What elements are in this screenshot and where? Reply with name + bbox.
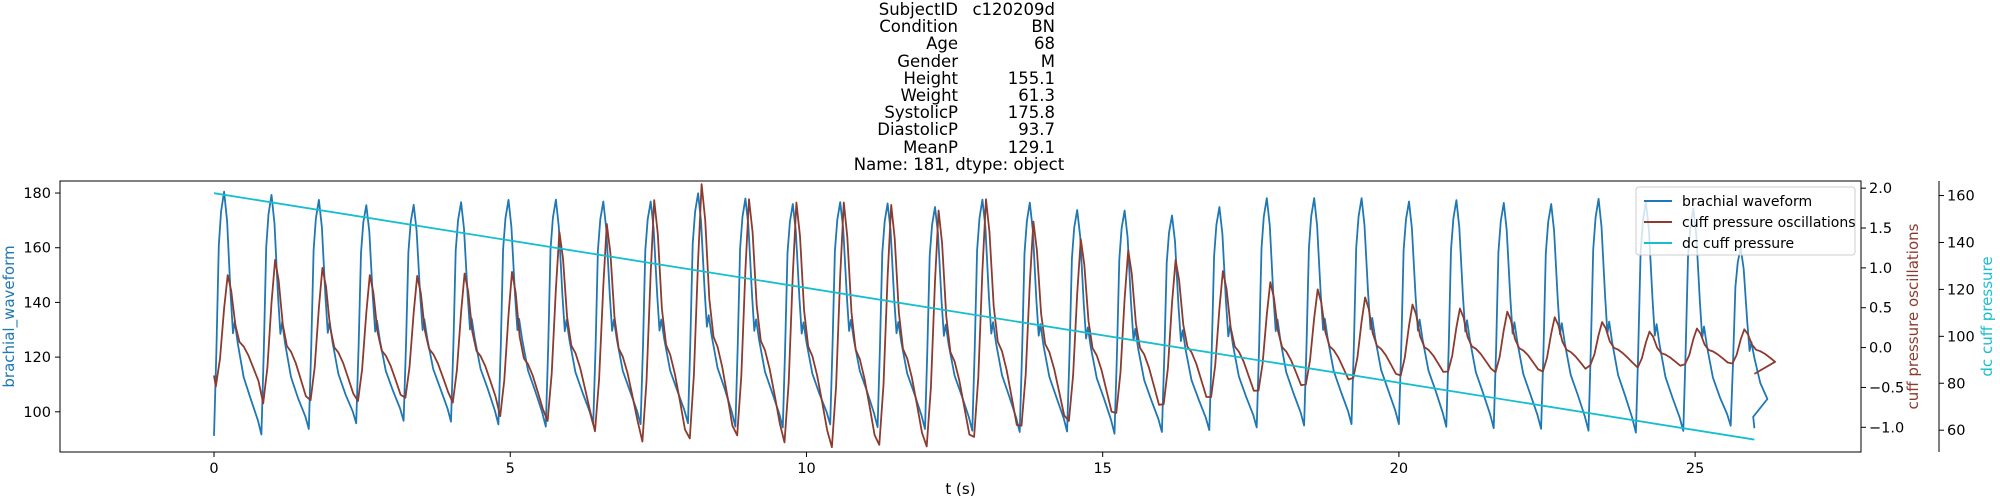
title-value: 175.8 (1007, 103, 1055, 123)
dc-cuff-tick-label: 140 (1947, 235, 1975, 251)
cuff-osc-tick-label: 1.5 (1869, 221, 1892, 237)
plot-frame (59, 180, 1862, 453)
cuff-osc-tick-label: −0.5 (1869, 380, 1904, 396)
title-value: 68 (1034, 34, 1055, 54)
legend: brachial waveform cuff pressure oscillati… (1635, 186, 1856, 256)
dc-cuff-tick-label: 100 (1947, 329, 1975, 345)
title-key: MeanP (903, 137, 958, 157)
series-layer (213, 183, 1776, 449)
title-key: Condition (879, 17, 958, 37)
title-value: 155.1 (1007, 68, 1055, 88)
dc-cuff-tick-label: 80 (1947, 376, 1965, 392)
x-tick-label: 5 (506, 461, 515, 477)
cuff-osc-tick-label: −1.0 (1869, 420, 1904, 436)
cuff-osc-tick-label: 0.5 (1869, 301, 1892, 317)
cuff-osc-tick-label: 0.0 (1869, 341, 1892, 357)
x-axis: 0 5 10 15 20 25 (209, 452, 1704, 477)
left-tick-label: 180 (23, 186, 51, 202)
y-axis-label-dc-cuff: dc cuff pressure (1978, 256, 1996, 376)
series-line-brachial-waveform (213, 190, 1769, 436)
title-value: 93.7 (1018, 120, 1055, 140)
legend-label: cuff pressure oscillations (1682, 215, 1856, 231)
y-axis-label-cuff-osc: cuff pressure oscillations (1904, 223, 1922, 409)
x-tick-label: 20 (1390, 461, 1408, 477)
title-value: c120209d (972, 0, 1055, 19)
dc-cuff-tick-label: 60 (1947, 423, 1965, 439)
dc-cuff-tick-label: 160 (1947, 189, 1975, 205)
left-tick-label: 100 (23, 405, 51, 421)
dc-cuff-tick-label: 120 (1947, 282, 1975, 298)
cuff-osc-tick-label: 2.0 (1869, 181, 1892, 197)
y-axis-label-left: brachial_waveform (0, 245, 19, 387)
series-line-dc-cuff-pressure (213, 192, 1755, 441)
title-value: M (1040, 51, 1055, 71)
x-axis-label: t (s) (945, 480, 975, 498)
x-tick-label: 15 (1093, 461, 1111, 477)
cuff-osc-axis: −1.0 −0.5 0.0 0.5 1.0 1.5 2.0 (1861, 181, 1904, 436)
title-key: SystolicP (884, 103, 958, 123)
title-footer: Name: 181, dtype: object (853, 154, 1065, 174)
x-tick-label: 25 (1686, 461, 1704, 477)
title-key: Height (903, 68, 958, 88)
title-key: Gender (897, 51, 958, 71)
series-line-cuff-pressure-oscillations (213, 183, 1776, 449)
title-key: DiastolicP (877, 120, 958, 140)
legend-box (1635, 186, 1856, 256)
left-tick-label: 140 (23, 295, 51, 311)
title-key: Weight (900, 86, 958, 105)
title-key: Age (926, 34, 958, 54)
dc-cuff-axis: 60 80 100 120 140 160 (1938, 181, 1975, 452)
title-value: 61.3 (1018, 86, 1055, 105)
x-tick-label: 0 (209, 461, 218, 477)
legend-label: dc cuff pressure (1682, 236, 1794, 252)
legend-label: brachial waveform (1682, 194, 1812, 210)
title-value: 129.1 (1007, 137, 1055, 157)
title-key: SubjectID (878, 0, 958, 19)
left-tick-label: 160 (23, 241, 51, 257)
x-tick-label: 10 (797, 461, 815, 477)
cuff-osc-tick-label: 1.0 (1869, 261, 1892, 277)
title-value: BN (1031, 17, 1055, 37)
left-tick-label: 120 (23, 350, 51, 366)
left-axis: 100 120 140 160 180 (23, 186, 60, 421)
